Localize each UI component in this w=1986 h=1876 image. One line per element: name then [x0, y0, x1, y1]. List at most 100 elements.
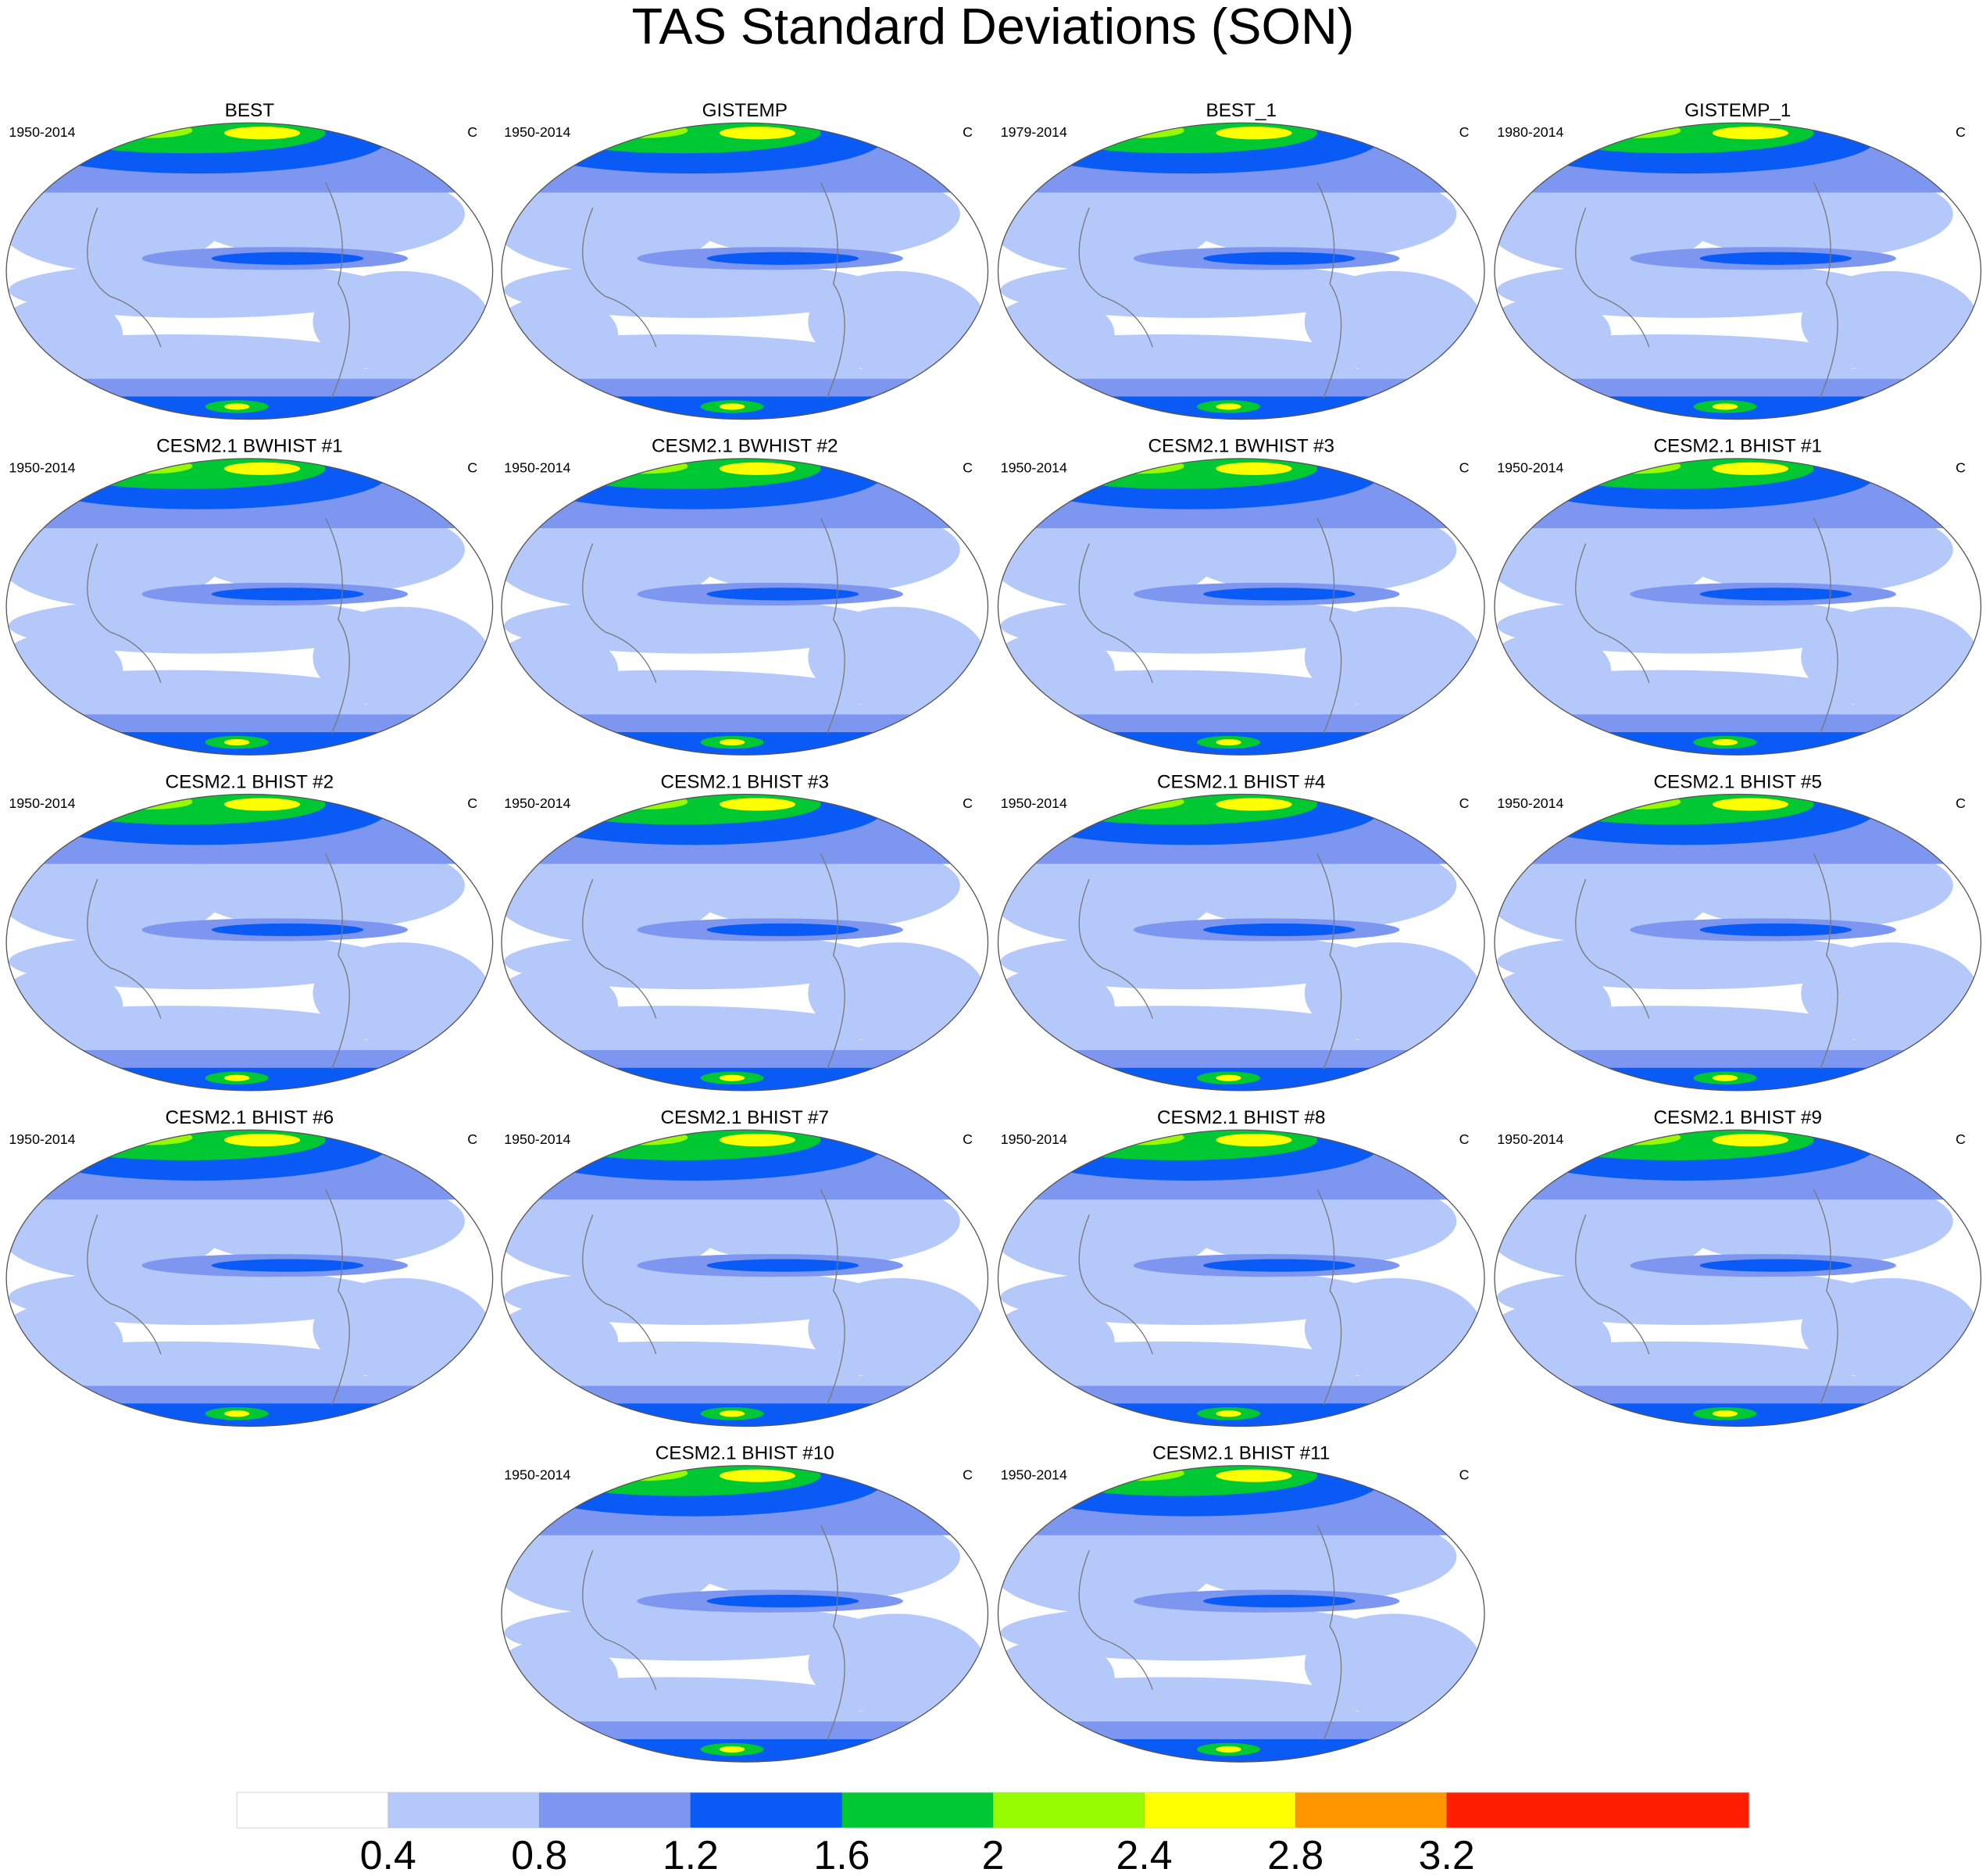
field-region [9, 262, 389, 318]
field-region [706, 588, 859, 601]
coastline [1316, 853, 1342, 1070]
field-region [223, 1133, 301, 1147]
coastline [1813, 517, 1838, 734]
colorbar-label: 3.2 [1419, 1832, 1475, 1876]
field-region [223, 738, 250, 746]
field-region [719, 403, 745, 410]
panel-units: C [467, 795, 477, 811]
field-region [998, 170, 1216, 271]
field-region [706, 923, 859, 937]
panel-title: CESM2.1 BHIST #7 [660, 1107, 829, 1128]
field-region [998, 505, 1216, 607]
panel-title: CESM2.1 BWHIST #1 [156, 436, 343, 457]
coastline [1575, 207, 1650, 348]
field-region [1095, 794, 1184, 809]
field-region [719, 1469, 796, 1482]
map-panel: BEST_1 1979-2014 C [997, 100, 1485, 420]
coastline [1078, 207, 1153, 348]
field-region [1216, 1746, 1241, 1753]
panel-period: 1950-2014 [504, 1131, 570, 1147]
coastline [582, 207, 657, 348]
field-region [998, 841, 1216, 943]
panel-period: 1950-2014 [9, 124, 75, 140]
map-field [998, 1130, 1485, 1427]
map-panel: CESM2.1 BWHIST #1 1950-2014 C [5, 436, 494, 756]
field-region [1712, 798, 1789, 811]
map-border [997, 458, 1485, 756]
field-region [313, 270, 491, 373]
panel-units: C [1956, 124, 1966, 140]
field-region [1304, 606, 1482, 709]
field-region [504, 1605, 884, 1661]
field-region [103, 794, 193, 809]
coastline [87, 1214, 162, 1355]
field-region [1304, 942, 1482, 1044]
map-border [997, 1465, 1485, 1763]
panel-units: C [1956, 795, 1966, 811]
coastline [1316, 1189, 1342, 1406]
colorbar-box [237, 1792, 389, 1828]
field-region [719, 127, 796, 140]
field-region [223, 127, 301, 140]
map-border [1494, 458, 1982, 756]
field-region [1712, 738, 1738, 746]
field-region [501, 1177, 720, 1278]
map-field [501, 1130, 988, 1427]
field-region [808, 1277, 986, 1380]
field-region [1494, 1177, 1713, 1278]
coastline [582, 1550, 657, 1690]
field-region [223, 1074, 250, 1081]
field-region [598, 123, 688, 138]
map-field [6, 458, 493, 756]
field-region [1095, 458, 1184, 474]
panel-title: CESM2.1 BWHIST #3 [1148, 436, 1334, 457]
coastline [325, 1189, 350, 1406]
panel-period: 1980-2014 [1497, 124, 1563, 140]
field-region [1000, 598, 1381, 654]
field-region [1216, 798, 1292, 811]
field-region [501, 841, 720, 943]
field-region [719, 1074, 745, 1081]
map-panel: GISTEMP 1950-2014 C [501, 100, 989, 420]
field-region [1497, 933, 1877, 990]
field-region [1712, 462, 1789, 475]
panel-title: BEST [225, 100, 275, 121]
field-region [211, 1259, 364, 1272]
field-region [1801, 942, 1979, 1044]
map-panel: CESM2.1 BHIST #6 1950-2014 C [5, 1107, 494, 1428]
panel-title: CESM2.1 BWHIST #2 [652, 436, 838, 457]
colorbar-label: 2 [982, 1832, 1005, 1876]
field-region [1216, 738, 1241, 746]
field-region [1591, 458, 1681, 474]
coastline [1813, 1189, 1838, 1406]
field-region [1095, 1465, 1184, 1481]
field-region [808, 270, 986, 373]
map-border [5, 458, 494, 756]
panel-units: C [1459, 1131, 1470, 1147]
field-region [9, 933, 389, 990]
map-border [997, 793, 1485, 1092]
field-region [1497, 598, 1877, 654]
field-region [103, 458, 193, 474]
field-region [808, 1613, 986, 1716]
field-region [504, 262, 884, 318]
map-border [997, 1129, 1485, 1428]
field-region [1494, 841, 1713, 943]
field-region [1801, 270, 1979, 373]
map-border [1494, 122, 1982, 420]
panel-title: BEST_1 [1206, 100, 1277, 121]
field-region [1203, 923, 1356, 937]
field-region [1494, 505, 1713, 607]
figure-title: TAS Standard Deviations (SON) [632, 0, 1355, 55]
field-region [598, 1130, 688, 1145]
panel-period: 1950-2014 [9, 460, 75, 476]
field-region [9, 598, 389, 654]
field-region [223, 403, 250, 410]
map-panel: CESM2.1 BHIST #2 1950-2014 C [5, 771, 494, 1092]
field-region [808, 606, 986, 709]
colorbar-label: 1.2 [663, 1832, 719, 1876]
coastline [582, 878, 657, 1019]
coastline [1078, 878, 1153, 1019]
